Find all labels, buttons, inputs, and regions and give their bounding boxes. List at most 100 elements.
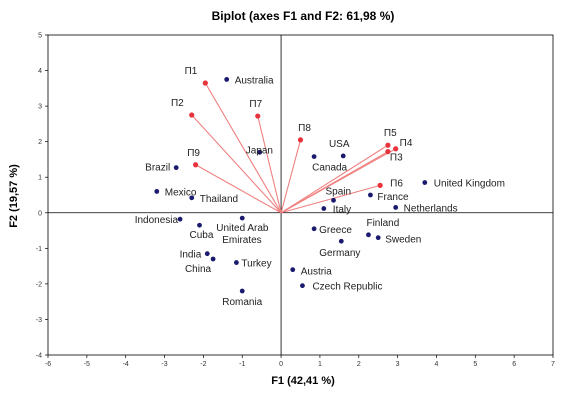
variable-label: П7 <box>249 99 262 110</box>
observation-label: Mexico <box>165 187 197 198</box>
observation-point <box>375 235 381 241</box>
y-tick-label: -4 <box>36 353 42 360</box>
variable-point <box>377 182 383 188</box>
observation-point <box>234 260 239 265</box>
variable-point <box>193 162 199 168</box>
observation-label: Thailand <box>200 194 238 205</box>
observation-point <box>290 267 296 273</box>
variable-vector-line <box>191 114 282 214</box>
observation-label: Romania <box>222 297 262 308</box>
observation-label: Cuba <box>190 230 214 241</box>
observation-label: Brazil <box>145 163 170 174</box>
y-tick-label: -3 <box>36 317 42 324</box>
observation-point <box>210 256 216 262</box>
observation-label: Australia <box>235 75 274 86</box>
observation-point <box>204 251 210 257</box>
observation-label: Canada <box>312 163 347 174</box>
observation-label: USA <box>329 139 350 150</box>
x-tick-label: 4 <box>435 361 439 368</box>
observation-point <box>257 149 263 155</box>
observation-label: India <box>180 250 202 261</box>
x-tick-label: -3 <box>161 361 167 368</box>
observation-point <box>321 206 327 211</box>
variable-label: П2 <box>171 98 184 109</box>
observation-point <box>239 215 245 221</box>
variable-vector-line <box>280 151 389 214</box>
observation-point <box>224 77 230 82</box>
y-tick-label: 3 <box>38 104 42 111</box>
zero-axes <box>48 35 553 355</box>
x-tick-label: -6 <box>45 361 51 368</box>
observation-point <box>393 205 399 210</box>
variable-vector-line <box>195 164 282 214</box>
variable-vector-line <box>280 144 389 214</box>
x-tick-label: 6 <box>512 361 516 368</box>
x-tick-label: 0 <box>279 361 283 368</box>
x-axis-ticks: -6 -5 -4 -3 -2 -1 0 1 2 3 4 5 6 7 <box>45 355 555 368</box>
chart-title: Biplot (axes F1 and F2: 61,98 %) <box>212 9 395 23</box>
y-tick-label: 4 <box>38 68 42 75</box>
observation-point <box>177 216 183 222</box>
variable-vector-line <box>257 115 282 213</box>
observation-point <box>173 165 179 171</box>
observation-label: Netherlands <box>404 203 458 214</box>
variable-point <box>202 80 208 86</box>
observation-point <box>154 189 160 194</box>
x-tick-label: 5 <box>473 361 477 368</box>
observation-points: Australia USA Canada Japan Brazil MexicoThail… <box>135 75 505 308</box>
variable-vector-line <box>204 82 282 214</box>
observation-point <box>331 197 336 203</box>
observation-label: Italy <box>333 205 351 216</box>
observation-label: Indonesia <box>135 215 179 226</box>
y-tick-label: -1 <box>36 246 42 253</box>
observation-label: Turkey <box>241 259 271 270</box>
observation-point <box>311 226 317 232</box>
x-tick-label: -1 <box>239 361 245 368</box>
x-tick-label: 2 <box>357 361 361 368</box>
observation-point <box>422 180 428 185</box>
variable-vector-line <box>280 184 381 214</box>
x-tick-label: 3 <box>396 361 400 368</box>
observation-label: United Arab Emirates <box>216 223 269 246</box>
observation-label: China <box>185 264 212 275</box>
y-tick-label: 2 <box>38 139 42 146</box>
variable-point <box>297 137 304 143</box>
plot-frame <box>47 34 554 356</box>
observation-label: Spain <box>326 186 352 197</box>
observation-label: Finland <box>366 218 399 229</box>
variable-point <box>385 149 391 155</box>
variable-label: П4 <box>400 138 413 149</box>
variable-label: П5 <box>384 128 397 139</box>
y-axis-ticks: -4 -3 -2 -1 0 1 2 3 4 5 <box>36 33 48 360</box>
observation-label: United Kingdom <box>434 179 505 190</box>
observation-point <box>197 222 202 228</box>
y-tick-label: 5 <box>38 33 42 40</box>
y-tick-label: 0 <box>38 210 42 217</box>
observation-point <box>338 238 344 244</box>
variable-label: П8 <box>298 123 311 134</box>
variable-point <box>385 142 391 148</box>
observation-label: Sweden <box>385 235 421 246</box>
observation-label: Greece <box>319 225 352 236</box>
observation-label: Austria <box>301 267 333 278</box>
variable-point <box>393 146 399 152</box>
observation-label: Germany <box>319 248 360 259</box>
observation-label: Japan <box>246 145 273 156</box>
observation-point <box>311 154 317 160</box>
variable-label: П9 <box>187 148 200 159</box>
observation-point <box>239 288 245 294</box>
y-axis-label: F2 (19,57 %) <box>8 164 20 228</box>
variable-vector-line <box>280 139 302 213</box>
observation-point <box>366 232 371 238</box>
x-tick-label: -5 <box>84 361 90 368</box>
observation-point <box>189 195 195 201</box>
x-tick-label: -2 <box>200 361 206 368</box>
x-tick-label: 1 <box>318 361 322 368</box>
y-tick-label: 1 <box>38 175 42 182</box>
observation-point <box>300 283 305 289</box>
variable-point <box>189 112 195 118</box>
observation-label: France <box>377 192 409 203</box>
